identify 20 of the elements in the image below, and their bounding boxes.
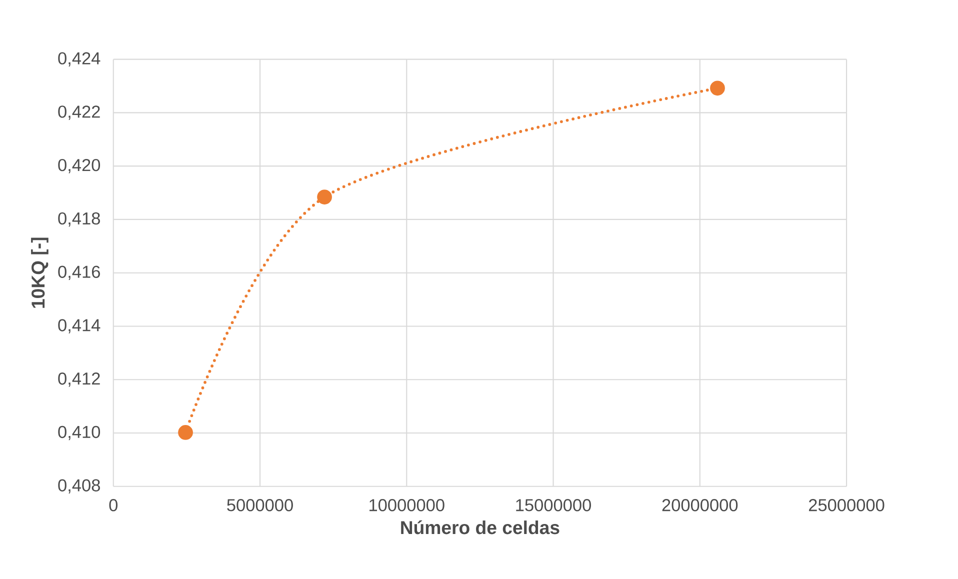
y-tick-label: 0,424: [58, 52, 100, 66]
x-tick-label: 20000000: [662, 499, 738, 512]
y-tick-label: 0,408: [58, 479, 100, 494]
y-tick-label: 0,416: [58, 266, 100, 280]
x-tick-label: 25000000: [808, 499, 884, 512]
y-tick-label: 0,414: [58, 319, 100, 334]
point: [710, 80, 725, 96]
point: [317, 190, 332, 204]
y-tick-label: 0,418: [58, 212, 100, 227]
x-axis-title: Número de celdas: [401, 520, 560, 534]
point: [178, 425, 193, 440]
x-tick-label: 0: [109, 499, 118, 512]
y-tick-label: 0,420: [58, 158, 100, 174]
x-tick-label: 15000000: [516, 499, 591, 512]
x-tick-label: 10000000: [370, 499, 444, 512]
y-axis-title: 10KQ [-]: [31, 238, 48, 308]
y-tick-label: 0,410: [58, 426, 100, 440]
y-tick-label: 0,422: [58, 106, 100, 120]
x-tick-label: 5000000: [227, 499, 293, 512]
y-tick-label: 0,412: [58, 372, 100, 387]
